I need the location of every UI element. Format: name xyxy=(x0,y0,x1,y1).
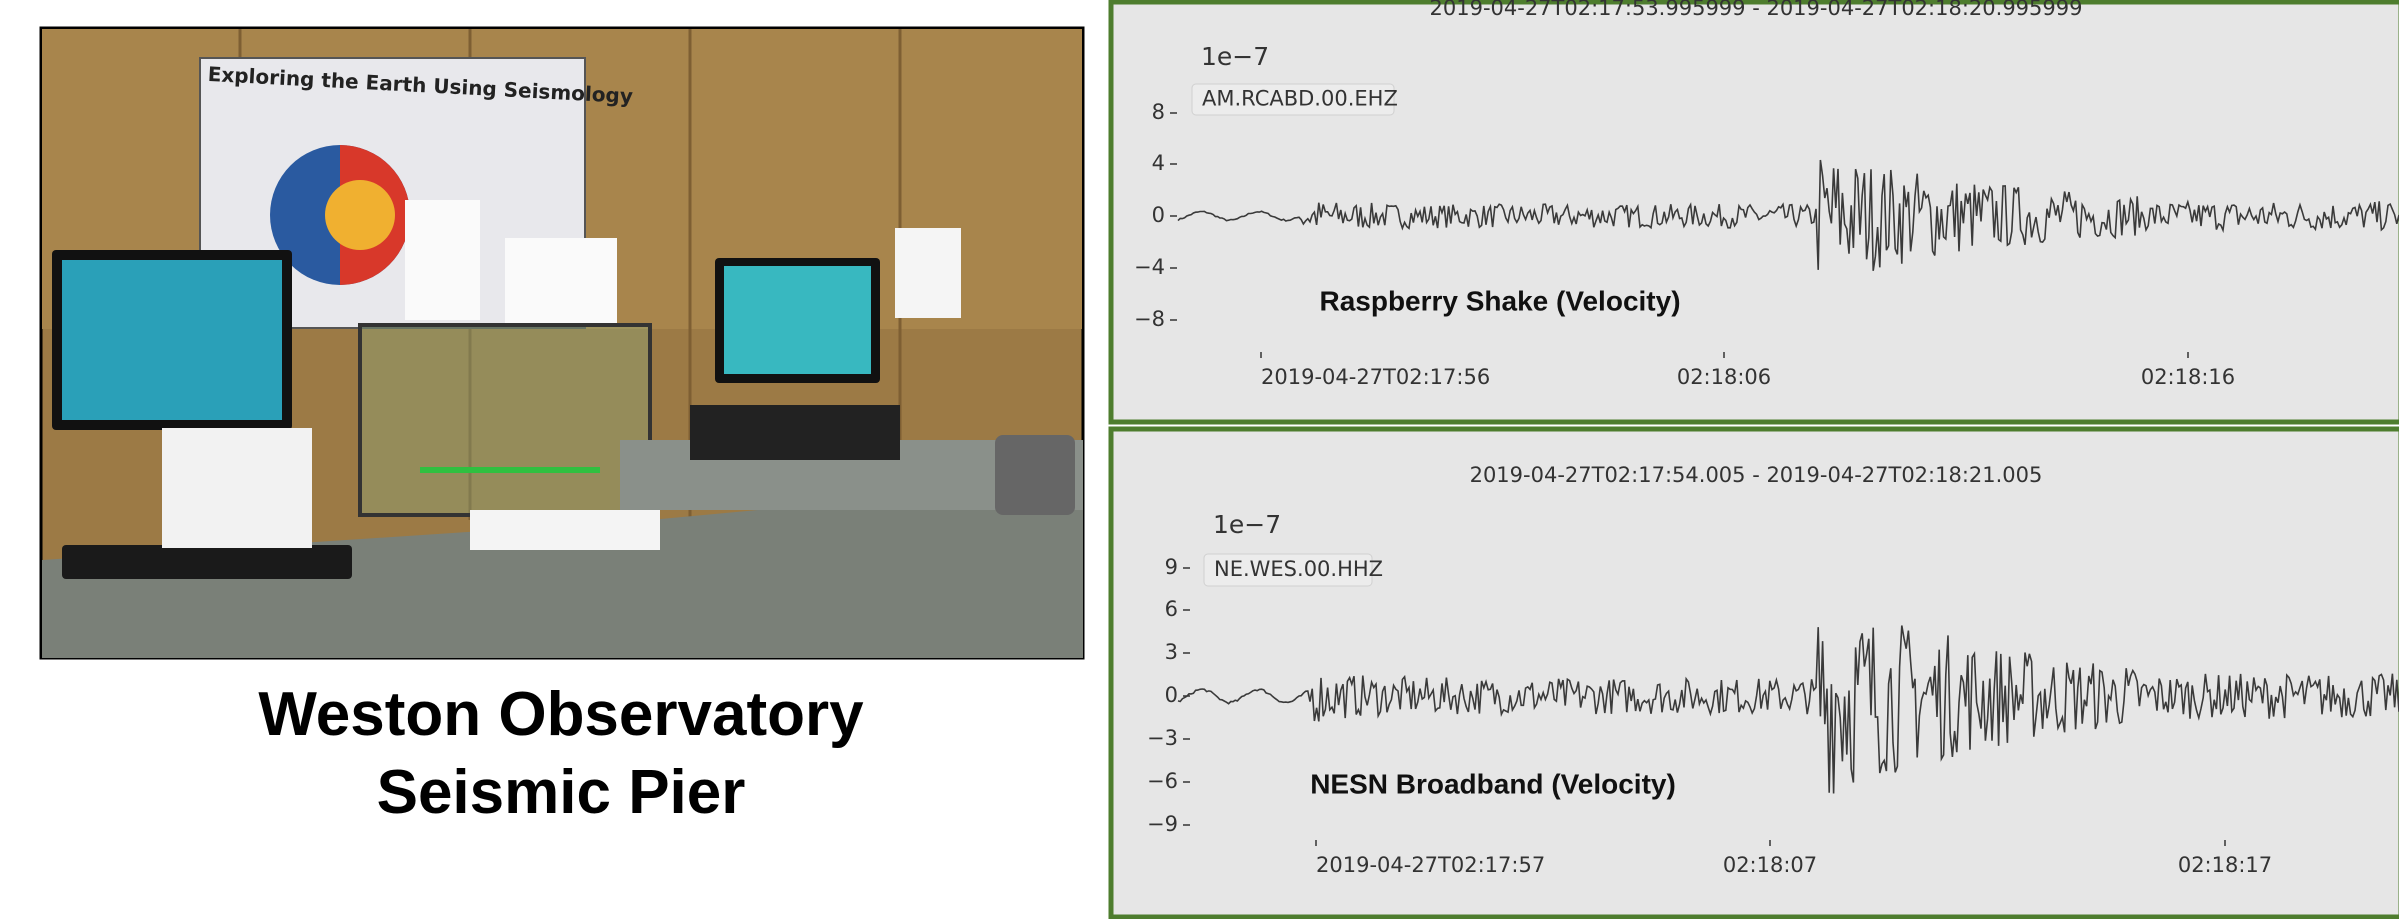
y-tick-label: −8 xyxy=(1134,307,1165,331)
panel-background xyxy=(1108,426,2399,919)
station-label: AM.RCABD.00.EHZ xyxy=(1202,87,1398,111)
seismogram-panels: 2019-04-27T02:17:53.995999 - 2019-04-27T… xyxy=(1108,0,2399,919)
y-tick-label: −9 xyxy=(1147,812,1178,836)
y-tick-label: 0 xyxy=(1165,683,1178,707)
waveform xyxy=(1177,159,2399,271)
caption-line: Seismic Pier xyxy=(377,758,746,827)
x-tick-label: 02:18:06 xyxy=(1677,365,1771,389)
x-tick-label: 02:18:17 xyxy=(2178,853,2272,877)
caption-line: Weston Observatory xyxy=(258,680,864,749)
annotation: Raspberry Shake (Velocity) xyxy=(1319,285,1680,316)
photo: Exploring the Earth Using Seismology xyxy=(39,26,1085,660)
y-tick-label: 4 xyxy=(1152,151,1165,175)
annotation: NESN Broadband (Velocity) xyxy=(1310,768,1676,799)
y-tick-label: −3 xyxy=(1147,726,1178,750)
scale-label: 1e−7 xyxy=(1201,42,1269,71)
x-tick-label: 02:18:16 xyxy=(2141,365,2235,389)
station-box xyxy=(1203,553,1373,587)
scale-label: 1e−7 xyxy=(1213,510,1281,539)
y-tick-label: −4 xyxy=(1134,255,1165,279)
station-label: NE.WES.00.HHZ xyxy=(1214,557,1383,581)
station-box xyxy=(1191,83,1395,116)
x-tick-label: 2019-04-27T02:17:56 xyxy=(1261,365,1490,389)
waveform xyxy=(1177,625,2399,794)
y-tick-label: 3 xyxy=(1165,640,1178,664)
y-tick-label: 8 xyxy=(1152,100,1165,124)
panel-title: 2019-04-27T02:17:53.995999 - 2019-04-27T… xyxy=(1430,0,2083,20)
y-tick-label: 0 xyxy=(1152,203,1165,227)
y-tick-label: 9 xyxy=(1165,555,1178,579)
y-tick-label: −6 xyxy=(1147,769,1178,793)
x-tick-label: 02:18:07 xyxy=(1723,853,1817,877)
x-tick-label: 2019-04-27T02:17:57 xyxy=(1316,853,1545,877)
panel-title: 2019-04-27T02:17:54.005 - 2019-04-27T02:… xyxy=(1470,463,2043,487)
y-tick-label: 6 xyxy=(1165,597,1178,621)
